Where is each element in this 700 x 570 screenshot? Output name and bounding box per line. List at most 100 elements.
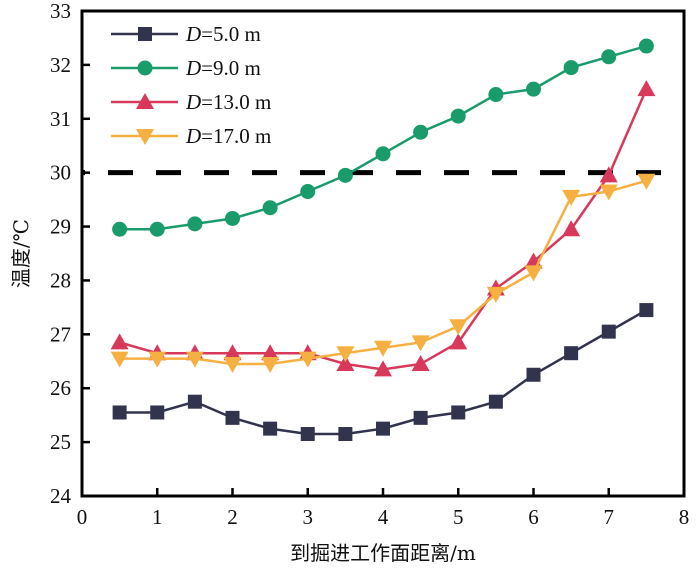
data-point-marker [526, 367, 541, 382]
data-point-marker [488, 87, 504, 103]
data-point-marker [411, 354, 430, 371]
data-point-marker [451, 405, 466, 420]
data-point-marker [261, 356, 280, 373]
x-tick-label: 7 [604, 505, 615, 529]
data-point-marker [413, 410, 428, 425]
series-D-5.0-m [112, 303, 654, 442]
data-point-marker [413, 124, 429, 140]
legend-label: D=5.0 m [185, 22, 261, 46]
legend-label-variable: D [185, 22, 201, 46]
data-point-marker [148, 351, 167, 368]
data-point-marker [375, 146, 391, 162]
legend-label-value: =5.0 m [201, 22, 261, 46]
data-point-marker [112, 221, 128, 237]
data-point-marker [562, 189, 581, 206]
data-point-marker [185, 351, 204, 368]
data-point-marker [112, 405, 127, 420]
legend-item: D=9.0 m [111, 56, 261, 80]
y-tick-label: 30 [50, 161, 71, 185]
x-tick-label: 8 [679, 505, 690, 529]
legend-label: D=9.0 m [185, 56, 261, 80]
data-point-marker [298, 351, 317, 368]
series-D-17.0-m [110, 173, 656, 373]
data-point-marker [563, 60, 579, 76]
data-point-marker [150, 405, 165, 420]
data-point-marker [601, 324, 616, 339]
legend-label: D=13.0 m [185, 90, 271, 114]
y-tick-label: 27 [50, 322, 71, 346]
data-point-marker [449, 319, 468, 336]
legend-label-variable: D [185, 90, 201, 114]
data-point-marker [562, 220, 581, 237]
data-point-marker [486, 286, 505, 303]
y-tick-label: 26 [50, 376, 71, 400]
legend-marker [137, 60, 153, 76]
data-point-marker [187, 394, 202, 409]
data-point-marker [376, 421, 390, 436]
legend-label-value: =9.0 m [201, 56, 261, 80]
data-point-marker [637, 80, 656, 97]
legend-label-variable: D [185, 56, 201, 80]
legend-label-variable: D [185, 124, 201, 148]
data-point-marker [223, 344, 242, 361]
legend-marker [136, 129, 154, 145]
data-point-marker [488, 394, 503, 409]
data-point-marker [374, 360, 392, 377]
legend-marker [138, 27, 152, 41]
data-point-marker [411, 335, 430, 352]
legend: D=5.0 mD=9.0 mD=13.0 mD=17.0 m [111, 22, 271, 148]
ticks-layer: 0 1 2 3 4 5 6 7 8 24 25 26 27 28 29 30 31 32 33 [50, 0, 689, 529]
x-tick-label: 6 [528, 505, 539, 529]
legend-item: D=17.0 m [111, 124, 271, 148]
data-point-marker [337, 167, 353, 183]
data-point-marker [300, 184, 316, 200]
data-point-marker [526, 81, 541, 97]
data-point-marker [637, 173, 656, 190]
legend-marker [136, 93, 154, 109]
legend-label-value: =13.0 m [201, 90, 271, 114]
data-point-marker [338, 427, 353, 442]
data-point-marker [601, 49, 617, 65]
y-tick-label: 25 [50, 430, 71, 454]
data-point-marker [262, 200, 278, 216]
y-tick-label: 28 [50, 268, 71, 292]
data-point-marker [524, 265, 543, 282]
x-tick-label: 2 [227, 505, 238, 529]
data-point-marker [336, 354, 355, 371]
data-point-marker [639, 303, 654, 318]
x-tick-label: 1 [152, 505, 163, 529]
series-D-9.0-m [112, 38, 654, 237]
y-tick-label: 32 [50, 53, 71, 77]
data-point-marker [599, 166, 618, 183]
data-point-marker [223, 356, 242, 373]
x-tick-label: 5 [453, 505, 464, 529]
data-point-marker [450, 108, 466, 124]
x-tick-label: 3 [303, 505, 314, 529]
data-point-marker [187, 216, 203, 232]
y-axis-title: 温度/℃ [9, 219, 33, 288]
data-point-marker [300, 427, 315, 442]
y-tick-label: 24 [50, 484, 72, 508]
data-point-marker [638, 38, 654, 54]
y-tick-label: 31 [50, 107, 71, 131]
series-line [119, 179, 647, 366]
data-point-marker [263, 421, 278, 436]
data-point-marker [225, 210, 240, 226]
data-point-marker [336, 346, 355, 363]
legend-label: D=17.0 m [185, 124, 271, 148]
data-point-marker [110, 333, 129, 350]
y-tick-label: 29 [50, 215, 71, 239]
data-point-marker [225, 410, 240, 425]
x-tick-label: 0 [77, 505, 88, 529]
data-point-marker [564, 346, 579, 361]
series-layer [110, 38, 656, 442]
x-axis-title: 到掘进工作面距离/m [290, 541, 476, 565]
data-point-marker [599, 184, 618, 201]
data-point-marker [261, 344, 280, 361]
data-point-marker [449, 333, 468, 350]
data-point-marker [374, 340, 392, 357]
legend-item: D=13.0 m [111, 90, 271, 114]
legend-item: D=5.0 m [111, 22, 261, 46]
x-tick-label: 4 [378, 505, 389, 529]
